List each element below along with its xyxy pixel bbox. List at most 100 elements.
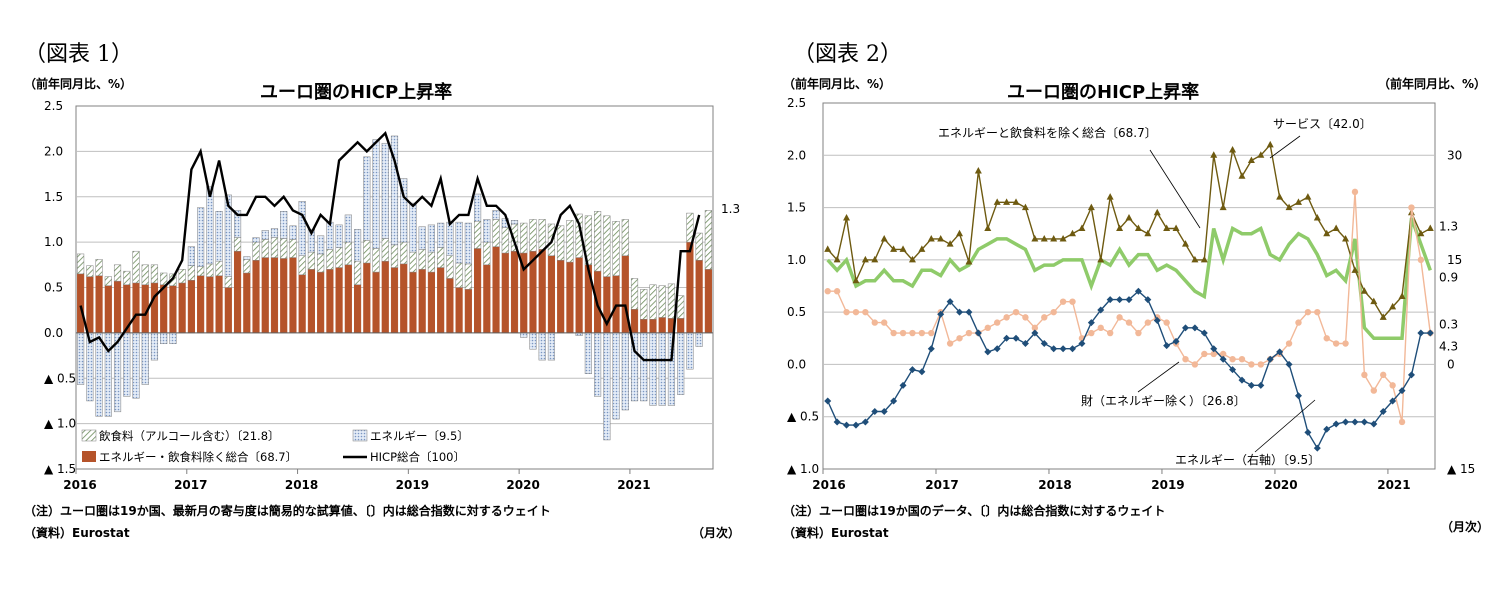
bar-energy — [160, 332, 168, 345]
marker-goods — [918, 329, 926, 337]
chart-note: （注）ユーロ圏は19か国のデータ、〔〕内は総合指数に対するウェイト — [783, 504, 1166, 518]
bar-energy — [307, 229, 315, 253]
bar-energy — [270, 228, 279, 238]
marker-services — [1003, 198, 1011, 205]
marker-services — [1276, 193, 1284, 200]
bar-food — [178, 269, 186, 284]
marker-goods — [1182, 356, 1189, 363]
chart-source: （資料）Eurostat — [24, 526, 130, 540]
marker-goods — [833, 288, 841, 295]
bar-core — [409, 271, 417, 334]
marker-energy — [1294, 392, 1302, 400]
marker-energy — [1407, 371, 1415, 379]
series-line-core — [826, 217, 1432, 341]
marker-goods — [1238, 356, 1246, 363]
bar-food — [455, 262, 463, 288]
bar-core — [289, 257, 297, 334]
marker-goods — [956, 335, 963, 342]
bar-food — [649, 284, 657, 320]
marker-goods — [1342, 340, 1349, 347]
bar-energy — [344, 214, 352, 243]
marker-energy — [1398, 387, 1406, 395]
marker-services — [1106, 193, 1114, 200]
bar-food — [261, 239, 269, 258]
y2-tick-label: 30 — [1447, 148, 1462, 162]
marker-goods — [984, 324, 991, 332]
marker-energy — [1106, 296, 1114, 304]
bar-core — [353, 284, 362, 334]
marker-services — [1210, 151, 1218, 158]
bar-core — [77, 273, 85, 334]
marker-goods — [1041, 314, 1048, 321]
marker-energy — [1200, 329, 1208, 337]
end-value-label: 1.3 — [721, 202, 740, 216]
bar-energy — [510, 220, 519, 225]
y-tick-label: 1.0 — [44, 235, 63, 249]
marker-energy — [946, 298, 954, 306]
x-tick-label: 2019 — [1151, 478, 1184, 492]
bar-energy — [649, 332, 657, 406]
bar-core — [252, 260, 260, 334]
annotation-core: エネルギーと飲食料を除く総合〔68.7〕 — [938, 125, 1157, 140]
x-tick-label: 2021 — [1377, 478, 1410, 492]
chart-panel-1: （図表 1） （前年同月比、%） ユーロ圏のHICP上昇率 2.5 2.0 1.5 1… — [24, 42, 740, 540]
bar-core — [557, 260, 565, 334]
bar-food — [630, 278, 639, 310]
y-tick-label: ▲ 1.0 — [787, 462, 819, 476]
y-tick-label: 0.0 — [44, 326, 63, 340]
y-axis-unit: （前年同月比、%） — [783, 77, 892, 91]
marker-services — [984, 224, 992, 231]
marker-energy — [1426, 329, 1434, 337]
marker-services — [956, 229, 964, 237]
figure-label: （図表 2） — [793, 42, 902, 67]
bar-food — [557, 225, 565, 261]
bar-food — [640, 289, 648, 320]
marker-energy — [1276, 348, 1284, 356]
bar-core — [510, 250, 519, 334]
x-tick-label: 2020 — [506, 478, 539, 492]
bar-energy — [520, 332, 528, 338]
marker-services — [927, 234, 935, 242]
bar-core — [233, 250, 242, 334]
bar-energy — [695, 332, 703, 347]
x-tick-label: 2017 — [925, 478, 958, 492]
marker-goods — [1050, 308, 1057, 316]
bar-energy — [169, 332, 177, 345]
bar-core — [187, 279, 195, 334]
marker-energy — [1351, 418, 1359, 426]
bar-food — [686, 212, 694, 243]
bar-core — [612, 275, 620, 334]
bar-energy — [621, 332, 629, 411]
bar-core — [215, 275, 223, 334]
x-axis-unit: （月次） — [1441, 520, 1490, 534]
marker-energy — [833, 418, 841, 426]
bar-food — [667, 283, 676, 319]
bar-food — [298, 255, 306, 276]
marker-services — [1229, 146, 1237, 153]
bar-core — [677, 318, 685, 334]
marker-services — [993, 198, 1001, 205]
marker-services — [1125, 214, 1133, 221]
marker-services — [937, 234, 945, 242]
bar-energy — [584, 332, 592, 374]
bar-energy — [603, 332, 611, 441]
bar-food — [427, 251, 436, 273]
marker-services — [1012, 198, 1020, 205]
bar-food — [243, 259, 251, 274]
bar-energy — [381, 142, 389, 239]
marker-services — [1069, 229, 1077, 237]
marker-services — [1351, 266, 1359, 273]
bar-core — [335, 267, 343, 334]
annotation-energy: エネルギー（右軸）〔9.5〕 — [1175, 452, 1320, 467]
bar-food — [307, 251, 315, 270]
marker-services — [1304, 193, 1312, 200]
marker-energy — [1087, 319, 1095, 327]
y-tick-label: ▲ 1.0 — [44, 417, 76, 431]
marker-goods — [1031, 324, 1039, 332]
bar-food — [326, 249, 334, 270]
marker-services — [1040, 234, 1048, 242]
marker-goods — [890, 329, 897, 337]
marker-energy — [1012, 334, 1020, 342]
bar-core — [547, 255, 556, 334]
bar-energy — [150, 332, 159, 361]
